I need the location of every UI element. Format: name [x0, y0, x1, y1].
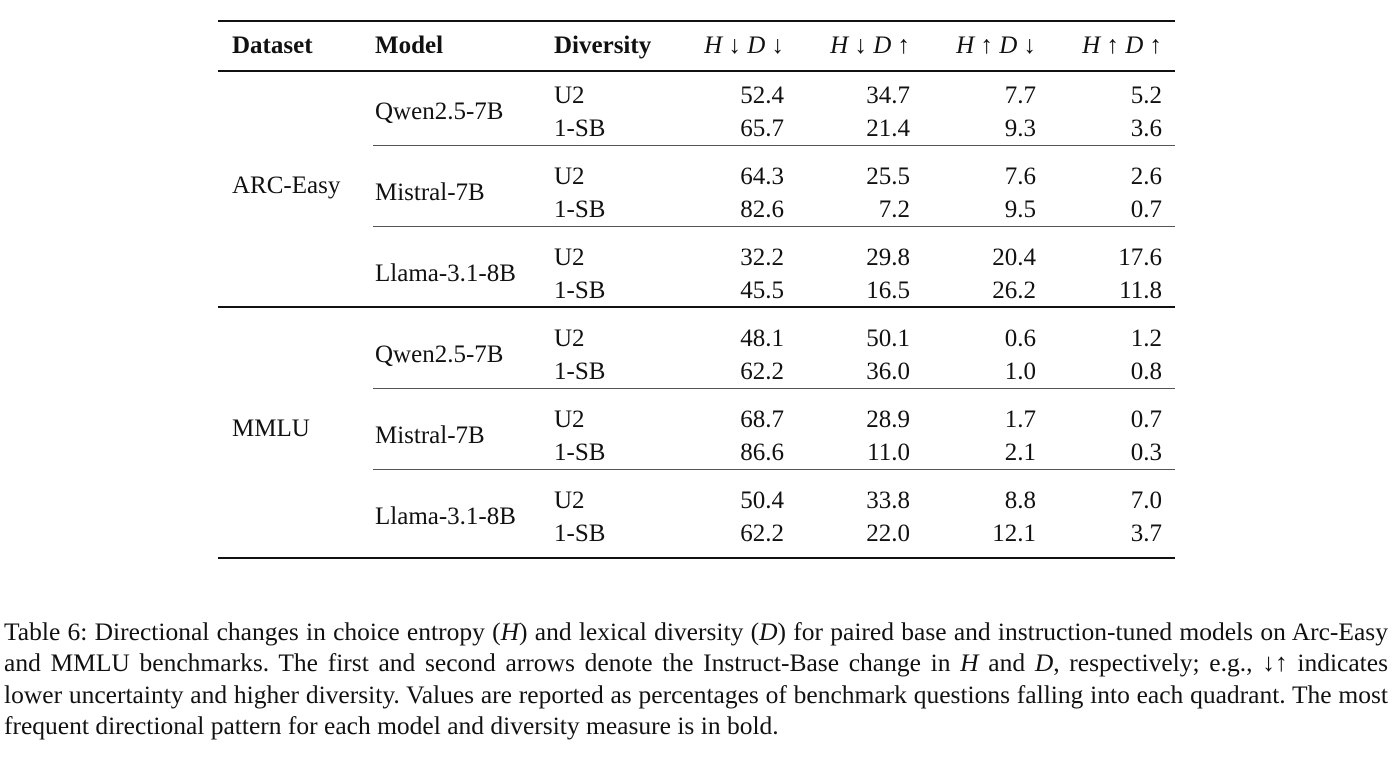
table-cell: 2.1	[1004, 438, 1036, 466]
header-hdown-ddown: H ↓ D ↓	[704, 32, 784, 59]
table-cell: 62.2	[740, 519, 784, 547]
table-cell: 5.2	[1130, 82, 1162, 109]
model-name: Qwen2.5-7B	[375, 98, 504, 126]
model-name: Llama-3.1-8B	[375, 503, 516, 531]
header-hdown-dup: H ↓ D ↑	[830, 32, 910, 59]
table-cell: 48.1	[740, 325, 784, 352]
table-cell: 68.7	[740, 406, 784, 433]
caption-symbol-h: H	[500, 616, 519, 646]
model-separator	[373, 469, 1175, 470]
diversity-label: 1-SB	[554, 114, 606, 142]
table-cell: 9.5	[1004, 195, 1036, 223]
caption-text: and	[978, 648, 1035, 677]
top-rule	[218, 20, 1175, 22]
table-cell: 0.7	[1130, 195, 1162, 223]
table-cell: 21.4	[866, 114, 910, 142]
diversity-label: U2	[554, 82, 585, 109]
table-cell: 12.1	[992, 519, 1036, 547]
diversity-label: 1-SB	[554, 519, 606, 547]
table-caption: Table 6: Directional changes in choice e…	[4, 616, 1388, 742]
table-cell: 52.4	[740, 82, 784, 109]
header-hup-dup: H ↑ D ↑	[1082, 32, 1162, 59]
model-separator	[373, 145, 1175, 146]
dataset-name: MMLU	[232, 414, 310, 442]
table-cell: 1.0	[1004, 357, 1036, 385]
table-cell: 26.2	[992, 276, 1036, 304]
table-cell: 7.2	[878, 195, 910, 223]
table-cell: 2.6	[1130, 163, 1162, 190]
caption-text: Table 6: Directional changes in choice e…	[4, 616, 501, 646]
table-cell: 3.6	[1130, 114, 1162, 142]
table-cell: 82.6	[740, 195, 784, 223]
table-cell: 50.4	[740, 487, 784, 514]
model-separator	[373, 226, 1175, 227]
diversity-label: 1-SB	[554, 276, 606, 304]
dataset-separator	[218, 306, 1175, 308]
header-model: Model	[375, 32, 444, 59]
caption-text: ) for paired base and instruction-tuned …	[4, 616, 1388, 678]
caption-text: ) and lexical diversity (	[519, 616, 760, 646]
model-name: Mistral-7B	[375, 179, 485, 207]
table-cell: 16.5	[866, 276, 910, 304]
table-cell: 33.8	[866, 487, 910, 514]
table-cell: 9.3	[1004, 114, 1036, 142]
table-cell: 1.2	[1130, 325, 1162, 352]
caption-symbol-d: D	[1034, 648, 1054, 677]
header-rule	[218, 70, 1175, 72]
model-name: Mistral-7B	[375, 422, 485, 450]
table-cell: 0.8	[1130, 357, 1162, 385]
table-cell: 62.2	[740, 357, 784, 385]
diversity-label: U2	[554, 406, 585, 433]
dataset-name: ARC-Easy	[232, 171, 341, 199]
header-diversity: Diversity	[554, 32, 652, 59]
table-cell: 28.9	[866, 406, 910, 433]
table-cell: 86.6	[740, 438, 784, 466]
table-cell: 32.2	[740, 244, 784, 271]
table-cell: 11.0	[867, 438, 910, 466]
diversity-label: 1-SB	[554, 357, 606, 385]
caption-symbol-h: H	[960, 648, 979, 677]
table-cell: 1.7	[1004, 406, 1036, 433]
table-cell: 36.0	[866, 357, 910, 385]
caption-symbol-d: D	[759, 616, 778, 646]
model-separator	[373, 388, 1175, 389]
table-cell: 65.7	[740, 114, 784, 142]
diversity-label: 1-SB	[554, 195, 606, 223]
header-dataset: Dataset	[232, 32, 313, 59]
table-cell: 7.7	[1004, 82, 1036, 109]
caption-text: , respectively; e.g., ↓↑ indicates lower…	[4, 648, 1388, 740]
table-cell: 0.7	[1130, 406, 1162, 433]
table-cell: 7.6	[1004, 163, 1036, 190]
table-cell: 22.0	[866, 519, 910, 547]
diversity-label: 1-SB	[554, 438, 606, 466]
table-cell: 34.7	[866, 82, 910, 109]
diversity-label: U2	[554, 487, 585, 514]
table-cell: 8.8	[1004, 487, 1036, 514]
table-cell: 50.1	[866, 325, 910, 352]
table-cell: 29.8	[866, 244, 910, 271]
bottom-rule	[218, 557, 1175, 559]
model-name: Llama-3.1-8B	[375, 260, 516, 288]
table-cell: 64.3	[740, 163, 784, 190]
table-cell: 0.6	[1004, 325, 1036, 352]
model-name: Qwen2.5-7B	[375, 341, 504, 369]
table-cell: 3.7	[1130, 519, 1162, 547]
diversity-label: U2	[554, 325, 585, 352]
diversity-label: U2	[554, 244, 585, 271]
table-cell: 20.4	[992, 244, 1036, 271]
table-cell: 0.3	[1130, 438, 1162, 466]
diversity-label: U2	[554, 163, 585, 190]
header-hup-ddown: H ↑ D ↓	[956, 32, 1036, 59]
table-cell: 7.0	[1130, 487, 1162, 514]
table-cell: 45.5	[740, 276, 784, 304]
table-cell: 17.6	[1118, 244, 1162, 271]
table-cell: 11.8	[1119, 276, 1162, 304]
table-cell: 25.5	[866, 163, 910, 190]
